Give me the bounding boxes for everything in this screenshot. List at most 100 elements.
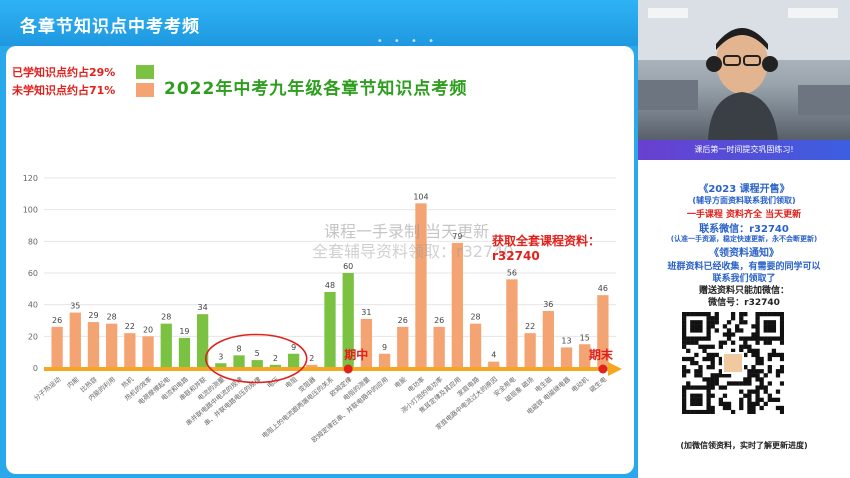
qr-module: [751, 365, 756, 370]
qr-module: [706, 405, 711, 411]
qr-module: [714, 312, 719, 317]
qr-module: [735, 328, 740, 333]
qr-module: [690, 320, 695, 325]
data-label: 4: [491, 351, 496, 360]
watermark-3: 获取全套课程资料：r32740: [492, 234, 601, 263]
qr-module: [710, 356, 715, 362]
qr-module: [698, 369, 703, 374]
data-label: 26: [52, 316, 62, 325]
qr-module: [722, 373, 728, 378]
bar: [233, 355, 245, 368]
info-line-9: 赠送资料只能加微信：: [698, 286, 789, 296]
qr-module: [751, 369, 756, 374]
qr-module: [747, 393, 752, 398]
qr-module: [747, 336, 752, 341]
header-dots: • • • •: [376, 36, 438, 47]
qr-module: [698, 328, 703, 333]
bar: [560, 347, 573, 368]
qr-module: [763, 373, 768, 378]
qr-module: [730, 332, 736, 337]
qr-module: [682, 409, 687, 414]
qr-module: [739, 381, 744, 386]
qr-module: [755, 373, 760, 378]
qr-module: [702, 344, 707, 349]
qr-module: [739, 348, 744, 353]
qr-module: [714, 320, 719, 325]
qr-module: [759, 336, 764, 341]
qr-module: [743, 320, 748, 325]
bar: [124, 333, 136, 368]
qr-module: [686, 312, 691, 317]
qr-module: [755, 385, 760, 390]
qr-module: [767, 336, 772, 341]
qr-module: [763, 389, 768, 394]
bar: [542, 311, 554, 368]
qr-module: [714, 377, 719, 382]
qr-module: [694, 393, 699, 398]
qr-module: [771, 336, 777, 341]
qr-module: [682, 373, 687, 378]
qr-module: [775, 312, 781, 317]
y-tick-label: 40: [28, 301, 38, 310]
qr-module: [751, 409, 756, 414]
qr-module: [743, 340, 748, 345]
qr-module: [730, 340, 736, 345]
qr-module: [755, 389, 760, 394]
data-label: 26: [398, 316, 408, 325]
qr-module: [682, 369, 687, 374]
data-label: 5: [255, 349, 260, 358]
qr-module: [706, 393, 711, 398]
qr-module: [706, 320, 711, 325]
qr-module: [710, 405, 715, 411]
chart-title: 2022年中考九年级各章节知识点考频: [164, 79, 468, 99]
qr-module: [718, 356, 723, 362]
data-label: 22: [125, 322, 135, 331]
qr-module: [682, 328, 687, 333]
qr-module: [771, 328, 777, 333]
info-line-2: (辅导方面资料联系我们领取): [692, 196, 796, 205]
qr-module: [682, 324, 687, 329]
qr-module: [706, 356, 711, 362]
qr-module: [775, 352, 781, 358]
slide-header: 各章节知识点中考考频 • • • •: [0, 0, 638, 47]
qr-module: [714, 328, 719, 333]
bar: [178, 337, 191, 368]
qr-module: [682, 405, 687, 411]
bar: [469, 323, 482, 368]
qr-module: [706, 328, 711, 333]
qr-module: [771, 324, 777, 329]
qr-code[interactable]: [682, 312, 784, 414]
qr-module: [775, 389, 781, 394]
qr-module: [779, 320, 784, 325]
qr-module: [726, 332, 732, 337]
qr-module: [710, 409, 715, 414]
info-line-4: 联系微信：r32740: [699, 224, 789, 235]
qr-module: [771, 352, 777, 358]
qr-module: [694, 397, 699, 402]
qr-module: [718, 401, 723, 407]
qr-module: [690, 409, 695, 414]
qr-module: [706, 389, 711, 394]
qr-module: [755, 336, 760, 341]
qr-module: [763, 385, 768, 390]
qr-module: [718, 373, 723, 378]
bar: [415, 203, 427, 368]
qr-module: [763, 336, 768, 341]
qr-module: [779, 409, 784, 414]
qr-module: [726, 401, 732, 407]
data-label: 104: [413, 192, 428, 201]
qr-module: [743, 377, 748, 382]
qr-module: [763, 340, 768, 345]
qr-module: [710, 393, 715, 398]
data-label: 19: [179, 327, 189, 336]
qr-module: [726, 336, 732, 341]
qr-module: [755, 320, 760, 325]
final-dot: [598, 364, 608, 374]
qr-module: [726, 373, 732, 378]
data-label: 22: [525, 322, 535, 331]
qr-module: [690, 340, 695, 345]
qr-module: [726, 328, 732, 333]
info-line-1: 《2023 课程开售》: [698, 184, 790, 195]
data-label: 28: [470, 313, 480, 322]
y-tick-label: 60: [28, 269, 38, 278]
